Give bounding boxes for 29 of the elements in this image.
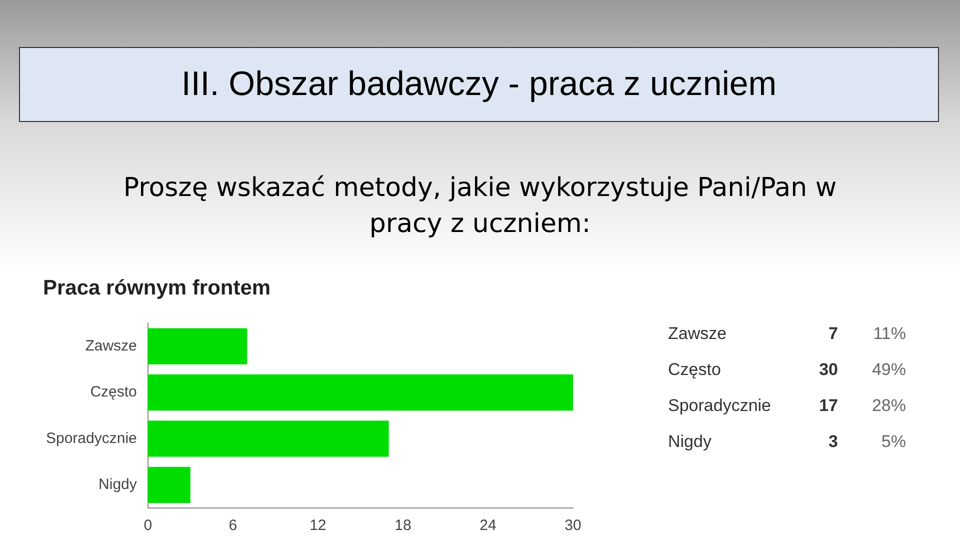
x-tick-label: 6 (228, 517, 238, 534)
text: Sporadycznie (668, 396, 772, 416)
bar (148, 466, 190, 503)
text: Zawsze (668, 324, 728, 344)
y-tick-label: Sporadycznie (46, 430, 137, 447)
bar (148, 374, 573, 411)
x-tick-label: 30 (564, 517, 582, 534)
text: 7 (828, 324, 838, 344)
text: 11% (872, 324, 906, 344)
text: 49% (870, 360, 906, 380)
text: Często (668, 360, 722, 380)
chart-subtitle: Proszę wskazać metody, jakie wykorzystuje Pani/Pan w pracy z uczniem: (122, 172, 838, 241)
y-tick-label: Nigdy (98, 476, 138, 494)
x-tick-label: 18 (394, 517, 412, 534)
x-tick-label: 12 (310, 517, 326, 534)
text: 3 (828, 432, 838, 452)
text: 28% (870, 396, 906, 416)
text: 17 (818, 396, 838, 416)
text: 30 (818, 360, 838, 380)
chart-title: III. Obszar badawczy - praca z uczniem (19, 47, 939, 122)
x-tick-label: 0 (144, 517, 152, 534)
bar (148, 328, 248, 364)
text: Nigdy (668, 432, 712, 452)
x-tick-label: 24 (480, 517, 496, 534)
y-tick-label: Często (90, 384, 137, 401)
y-tick-label: Zawsze (85, 337, 137, 354)
text: Praca równym frontem (43, 276, 271, 300)
text: 5% (880, 432, 906, 452)
bar (148, 420, 389, 457)
